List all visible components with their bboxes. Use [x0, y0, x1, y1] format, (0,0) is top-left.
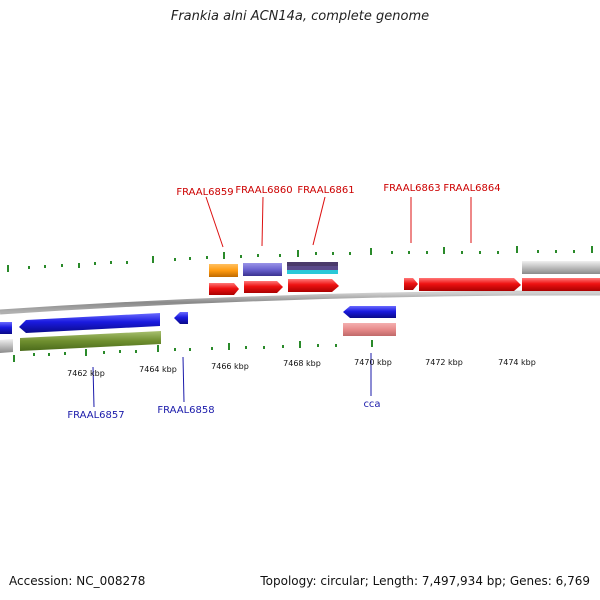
gene-label-fraal6861: FRAAL6861 — [297, 185, 354, 196]
genome-title: Frankia alni ACN14a, complete genome — [170, 9, 430, 24]
gene-arrow-fraal6863 — [419, 278, 521, 291]
topology-label: Topology: circular; Length: 7,497,934 bp… — [260, 574, 590, 588]
gene-arrow-fraal6861 — [288, 279, 339, 292]
gene-label-fraal6860: FRAAL6860 — [235, 185, 292, 196]
cog-bar-gray-left — [0, 339, 13, 353]
gene-labels-top[interactable]: FRAAL6859 FRAAL6860 FRAAL6861 FRAAL6863 … — [176, 183, 500, 198]
scale-label: 7470 kbp — [354, 358, 392, 367]
gene-arrow-fraal6859 — [209, 283, 239, 295]
reverse-annotation-bars — [0, 323, 396, 353]
gene-label-fraal6857: FRAAL6857 — [67, 410, 124, 421]
scale-label: 7468 kbp — [283, 359, 321, 368]
gene-arrow-cca — [343, 306, 396, 318]
gene-label-cca: cca — [363, 399, 380, 410]
accession-label: Accession: NC_008278 — [9, 574, 146, 588]
gene-arrow-fraal6864 — [522, 278, 600, 291]
scale-label: 7474 kbp — [498, 358, 536, 367]
cog-bar-pink — [343, 323, 396, 336]
gene-labels-bottom[interactable]: FRAAL6857 FRAAL6858 cca — [67, 399, 380, 421]
gene-label-fraal6859: FRAAL6859 — [176, 187, 233, 198]
scale-label: 7464 kbp — [139, 365, 177, 374]
cog-bar-green — [20, 331, 161, 351]
gene-arrow-left-partial — [0, 322, 12, 334]
gene-label-fraal6864: FRAAL6864 — [443, 183, 500, 194]
inner-tick-row — [13, 340, 373, 362]
genome-backbone — [0, 290, 600, 315]
gene-arrow-fraal6862 — [404, 278, 418, 290]
cog-bar-gray — [522, 261, 600, 274]
scale-label: 7472 kbp — [425, 358, 463, 367]
reverse-genes[interactable] — [0, 306, 396, 334]
gene-label-fraal6858: FRAAL6858 — [157, 405, 214, 416]
scale-labels: 7462 kbp 7464 kbp 7466 kbp 7468 kbp 7470… — [67, 358, 536, 378]
gene-label-fraal6863: FRAAL6863 — [383, 183, 440, 194]
forward-annotation-bars — [209, 261, 600, 277]
scale-label: 7462 kbp — [67, 369, 105, 378]
cog-bar-orange — [209, 264, 238, 277]
scale-label: 7466 kbp — [211, 362, 249, 371]
outer-tick-row — [7, 246, 593, 272]
gene-arrow-fraal6857 — [19, 313, 160, 333]
gene-arrow-fraal6860 — [244, 281, 283, 293]
cog-bar-purple — [243, 263, 282, 276]
gene-arrow-fraal6858 — [174, 312, 188, 324]
label-leaders-top — [205, 196, 472, 248]
label-leaders-bottom — [92, 353, 372, 408]
forward-genes[interactable] — [209, 278, 600, 295]
